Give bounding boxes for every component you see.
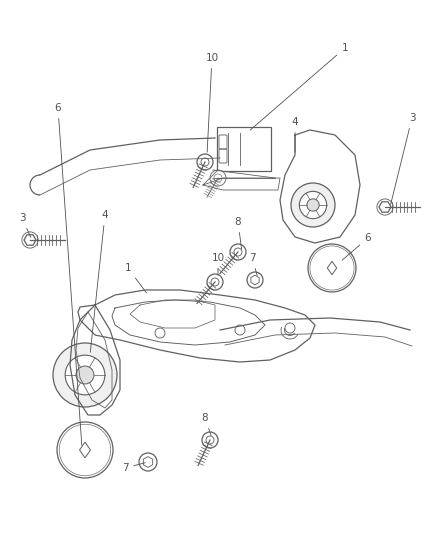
Text: 4: 4 [291, 117, 298, 152]
Circle shape [76, 366, 94, 384]
Circle shape [207, 274, 223, 290]
Polygon shape [378, 202, 390, 212]
Circle shape [201, 432, 218, 448]
Text: 6: 6 [55, 103, 81, 445]
Text: 4: 4 [90, 210, 108, 352]
Circle shape [57, 422, 113, 478]
Text: 10: 10 [205, 53, 218, 152]
Circle shape [306, 199, 318, 211]
Circle shape [307, 244, 355, 292]
Circle shape [53, 343, 117, 407]
Circle shape [65, 355, 105, 395]
Circle shape [230, 244, 245, 260]
Text: 8: 8 [234, 217, 241, 249]
Text: 7: 7 [121, 463, 145, 473]
Text: 7: 7 [248, 253, 257, 276]
Circle shape [139, 453, 157, 471]
Circle shape [197, 154, 212, 170]
Text: 1: 1 [124, 263, 146, 293]
Text: 3: 3 [390, 113, 414, 204]
Circle shape [290, 183, 334, 227]
Circle shape [299, 191, 326, 219]
Text: 6: 6 [341, 233, 371, 260]
Text: 1: 1 [250, 43, 347, 130]
Circle shape [209, 170, 226, 186]
FancyBboxPatch shape [216, 127, 270, 171]
Circle shape [247, 272, 262, 288]
Text: 8: 8 [201, 413, 211, 435]
Polygon shape [24, 235, 36, 245]
Text: 3: 3 [19, 213, 31, 238]
Text: 10: 10 [211, 253, 224, 275]
